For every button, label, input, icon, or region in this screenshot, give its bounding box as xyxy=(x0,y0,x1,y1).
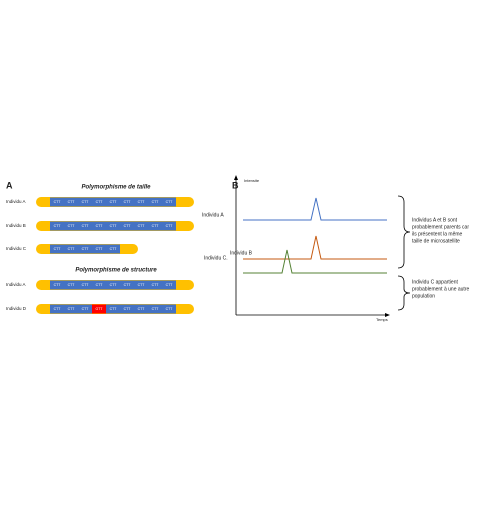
repeat-label: CTT xyxy=(152,200,160,204)
arrow xyxy=(234,175,238,180)
trace-label: Individu A xyxy=(202,212,224,218)
repeat-label: CTT xyxy=(110,283,118,287)
repeat-label: CTT xyxy=(68,247,76,251)
trace-label: Individu B xyxy=(230,250,253,256)
trace xyxy=(243,235,387,260)
trace xyxy=(243,249,387,274)
note: ils présentent la même xyxy=(412,231,463,237)
note: probablement à une autre xyxy=(412,286,469,292)
repeat-label: CTT xyxy=(54,247,62,251)
repeat-label: CTT xyxy=(54,200,62,204)
repeat-label: CTT xyxy=(138,307,146,311)
repeat-label: CTT xyxy=(54,283,62,287)
repeat-label: CTT xyxy=(166,200,174,204)
note: taille de microsatellite xyxy=(412,238,460,244)
repeat-label: CTT xyxy=(152,283,160,287)
repeat-label: CTT xyxy=(166,307,174,311)
repeat-label: CTT xyxy=(124,307,132,311)
repeat-label: CTT xyxy=(96,200,104,204)
repeat-label: CTT xyxy=(166,283,174,287)
row-label: Individu C xyxy=(6,246,27,251)
axis-label: Intensite xyxy=(244,178,260,183)
note: Individu C appartient xyxy=(412,279,458,285)
repeat-label: CTT xyxy=(96,283,104,287)
repeat-label: CTT xyxy=(166,224,174,228)
panel-label: A xyxy=(6,180,13,190)
repeat-label: CTT xyxy=(82,307,90,311)
repeat-label: CTT xyxy=(54,224,62,228)
repeat-label: CTT xyxy=(68,307,76,311)
repeat-label: CTT xyxy=(124,200,132,204)
repeat-label: CTT xyxy=(54,307,62,311)
repeat-label: CTT xyxy=(82,283,90,287)
brace xyxy=(397,275,411,311)
repeat-label: CTT xyxy=(110,224,118,228)
repeat-label: CTT xyxy=(96,247,104,251)
note: probablement parents car xyxy=(412,224,469,230)
trace xyxy=(243,197,387,221)
section-title: Polymorphisme de structure xyxy=(75,268,157,274)
brace xyxy=(397,195,411,269)
repeat-label: CTT xyxy=(110,247,118,251)
row-label: Individu A xyxy=(6,199,26,204)
repeat-label: CTT xyxy=(82,224,90,228)
row-label: Individu A xyxy=(6,282,26,287)
repeat-label: CTT xyxy=(124,283,132,287)
note: population xyxy=(412,293,435,299)
repeat-label: CTT xyxy=(138,283,146,287)
repeat-label: CTT xyxy=(82,200,90,204)
arrow xyxy=(385,313,390,317)
repeat-label: CTT xyxy=(138,224,146,228)
repeat-region xyxy=(50,221,176,231)
repeat-region xyxy=(50,304,176,314)
repeat-label: CTT xyxy=(138,200,146,204)
repeat-label: CTT xyxy=(82,247,90,251)
repeat-label: CTT xyxy=(96,224,104,228)
repeat-label: CTT xyxy=(110,307,118,311)
section-title: Polymorphisme de taille xyxy=(81,185,151,191)
note: Individus A et B sont xyxy=(412,217,458,223)
repeat-region xyxy=(50,244,120,254)
repeat-label: CTT xyxy=(152,307,160,311)
axis-label: Temps xyxy=(376,317,388,322)
repeat-region xyxy=(50,280,176,290)
trace-label: Individu C. xyxy=(204,255,228,261)
mutated-repeat xyxy=(92,304,106,314)
repeat-label: CTT xyxy=(110,200,118,204)
repeat-label: CTT xyxy=(68,200,76,204)
row-label: Individu B xyxy=(6,223,26,228)
repeat-label: CTT xyxy=(124,224,132,228)
panel-label: B xyxy=(232,180,239,190)
content: Individu A CTT CTT CTT CTT CTT CTT CTT CTT CTT Ind… xyxy=(6,197,469,314)
repeat-label: CTT xyxy=(68,224,76,228)
repeat-label: CTT xyxy=(68,283,76,287)
repeat-region xyxy=(50,197,176,207)
repeat-label: GTT xyxy=(96,307,104,311)
repeat-label: CTT xyxy=(152,224,160,228)
row-label: Individu D xyxy=(6,306,27,311)
